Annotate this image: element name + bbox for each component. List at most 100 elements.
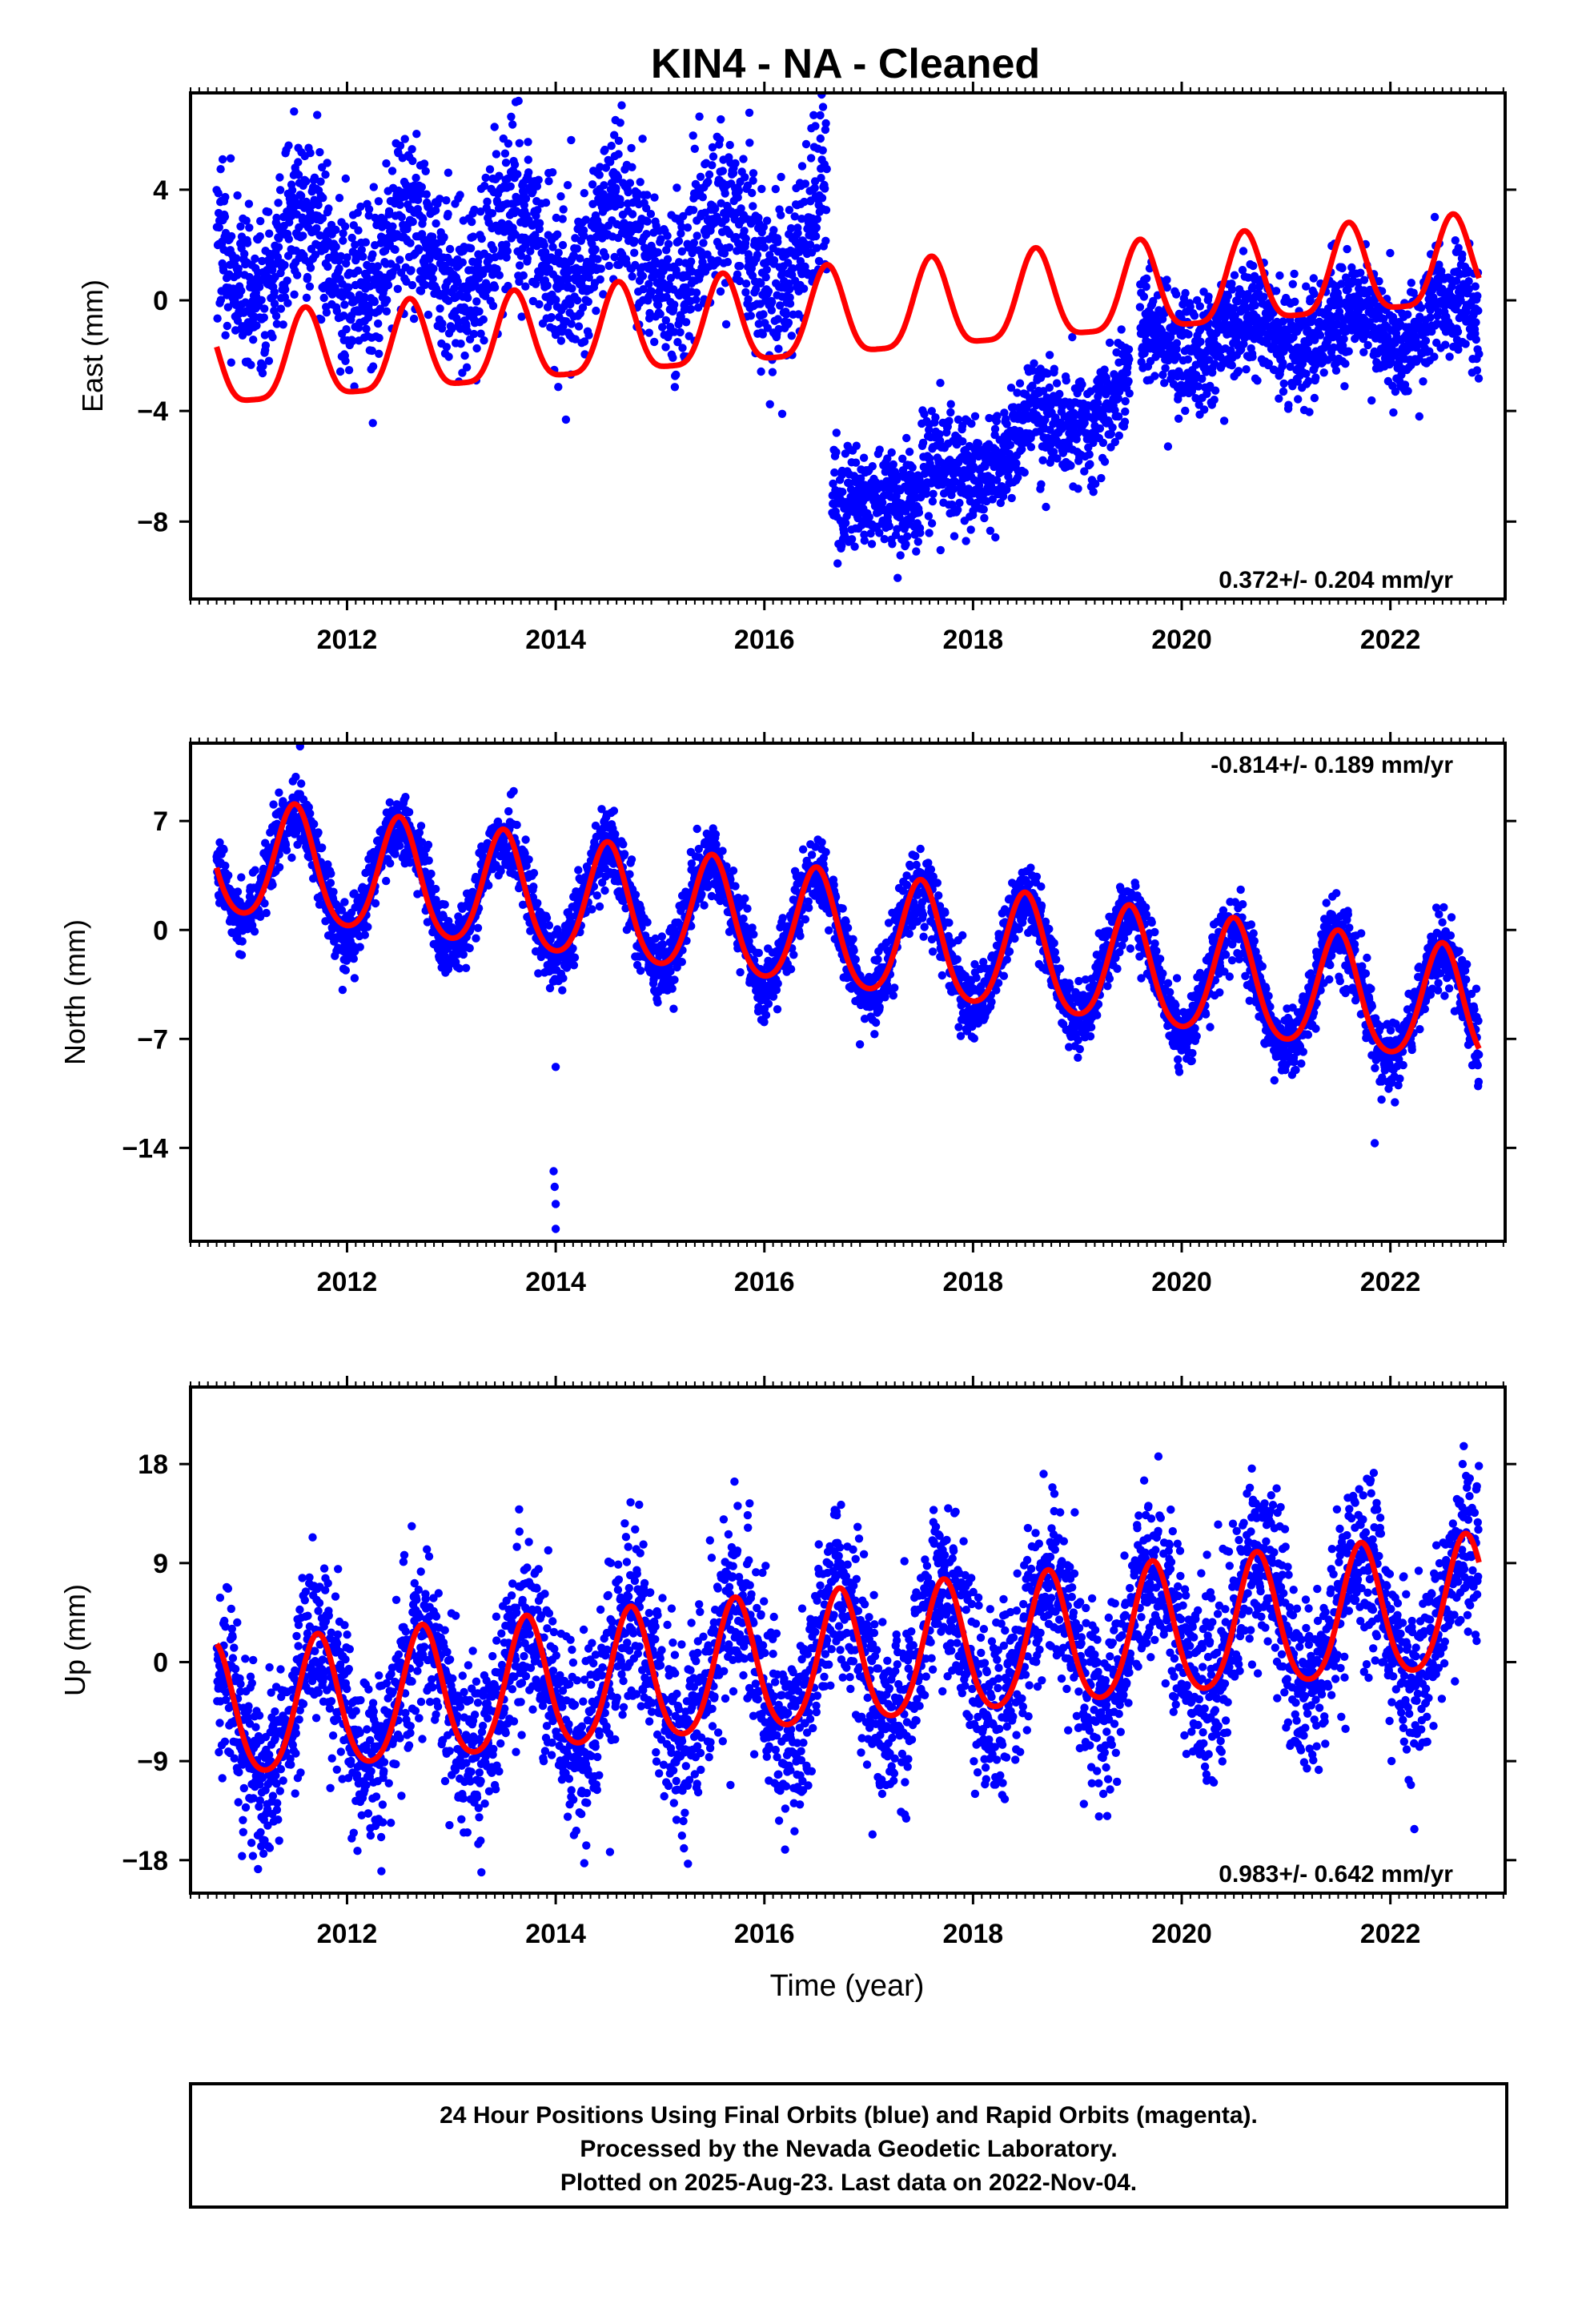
data-point — [1343, 244, 1351, 254]
data-point — [359, 252, 367, 261]
data-point — [236, 222, 245, 231]
data-point — [1191, 394, 1200, 403]
data-point — [362, 324, 371, 333]
data-point — [672, 370, 681, 380]
data-point — [364, 211, 373, 220]
data-point — [761, 273, 770, 282]
data-point — [785, 300, 795, 308]
data-point — [1091, 479, 1100, 489]
data-point — [1233, 297, 1243, 306]
data-point — [524, 168, 533, 177]
data-point — [1475, 349, 1484, 359]
data-point — [1227, 285, 1237, 294]
data-point — [370, 297, 379, 307]
data-point — [462, 363, 472, 372]
data-point — [1006, 440, 1015, 449]
data-point — [508, 120, 517, 129]
y-tick-label: 4 — [153, 175, 168, 206]
data-point — [950, 485, 958, 493]
data-point — [1231, 312, 1239, 320]
data-point — [327, 869, 335, 879]
data-point — [1098, 438, 1108, 448]
data-point — [801, 139, 811, 149]
data-point — [769, 226, 778, 235]
data-point — [519, 271, 528, 280]
data-point — [1030, 359, 1038, 368]
data-point — [411, 84, 419, 92]
data-point — [785, 293, 794, 302]
data-point — [507, 112, 516, 121]
data-point — [785, 284, 794, 294]
data-point — [503, 247, 512, 255]
data-point — [769, 255, 779, 265]
x-tick-label: 2022 — [1360, 625, 1421, 655]
data-point — [1194, 382, 1203, 391]
data-point — [336, 251, 345, 261]
data-point — [302, 293, 311, 302]
data-point — [1105, 338, 1114, 348]
data-point — [468, 217, 476, 227]
data-point — [1037, 480, 1046, 489]
data-point — [666, 274, 676, 283]
data-point — [1331, 366, 1341, 375]
data-point — [650, 193, 659, 202]
data-point — [1304, 376, 1313, 386]
data-point — [880, 535, 889, 544]
data-point — [291, 772, 300, 782]
data-point — [1121, 407, 1130, 416]
data-point — [936, 379, 945, 388]
data-point — [946, 408, 955, 417]
data-point — [533, 206, 542, 215]
data-point — [592, 306, 600, 316]
data-point — [548, 168, 557, 177]
data-point — [1294, 395, 1303, 404]
data-point — [310, 819, 319, 829]
data-point — [1150, 372, 1159, 380]
data-point — [1223, 292, 1233, 300]
data-point — [477, 234, 486, 243]
data-point — [215, 223, 223, 232]
data-point — [284, 235, 293, 243]
data-point — [466, 243, 476, 253]
data-point — [250, 927, 259, 936]
data-point — [1454, 243, 1463, 252]
data-point — [458, 258, 467, 267]
data-point — [1389, 408, 1398, 417]
data-point — [924, 512, 934, 521]
data-point — [663, 231, 672, 240]
data-point — [1186, 302, 1195, 312]
data-point — [255, 283, 264, 292]
data-point — [416, 287, 426, 296]
data-point — [371, 899, 380, 908]
data-point — [360, 931, 369, 939]
data-point — [1042, 502, 1050, 512]
data-point — [784, 259, 793, 267]
data-point — [259, 313, 268, 322]
data-point — [238, 937, 247, 946]
data-point — [391, 245, 400, 254]
data-point — [1062, 376, 1071, 385]
data-point — [1053, 454, 1062, 463]
data-point — [245, 223, 254, 232]
data-point — [566, 300, 575, 309]
data-point — [268, 332, 277, 342]
data-point — [1211, 386, 1220, 395]
data-point — [574, 322, 584, 331]
data-point — [526, 247, 535, 255]
data-point — [408, 217, 417, 227]
data-point — [991, 533, 1000, 542]
data-point — [255, 232, 264, 241]
data-point — [323, 262, 332, 271]
data-point — [393, 284, 402, 293]
data-point — [532, 182, 542, 191]
data-point — [614, 136, 624, 145]
data-point — [768, 368, 777, 376]
data-point — [502, 253, 511, 262]
data-point — [773, 315, 782, 324]
data-point — [374, 197, 383, 206]
data-point — [818, 146, 827, 155]
data-point — [420, 280, 430, 289]
data-point — [1472, 318, 1480, 327]
x-tick-label: 2012 — [317, 625, 378, 655]
data-point — [226, 154, 235, 163]
